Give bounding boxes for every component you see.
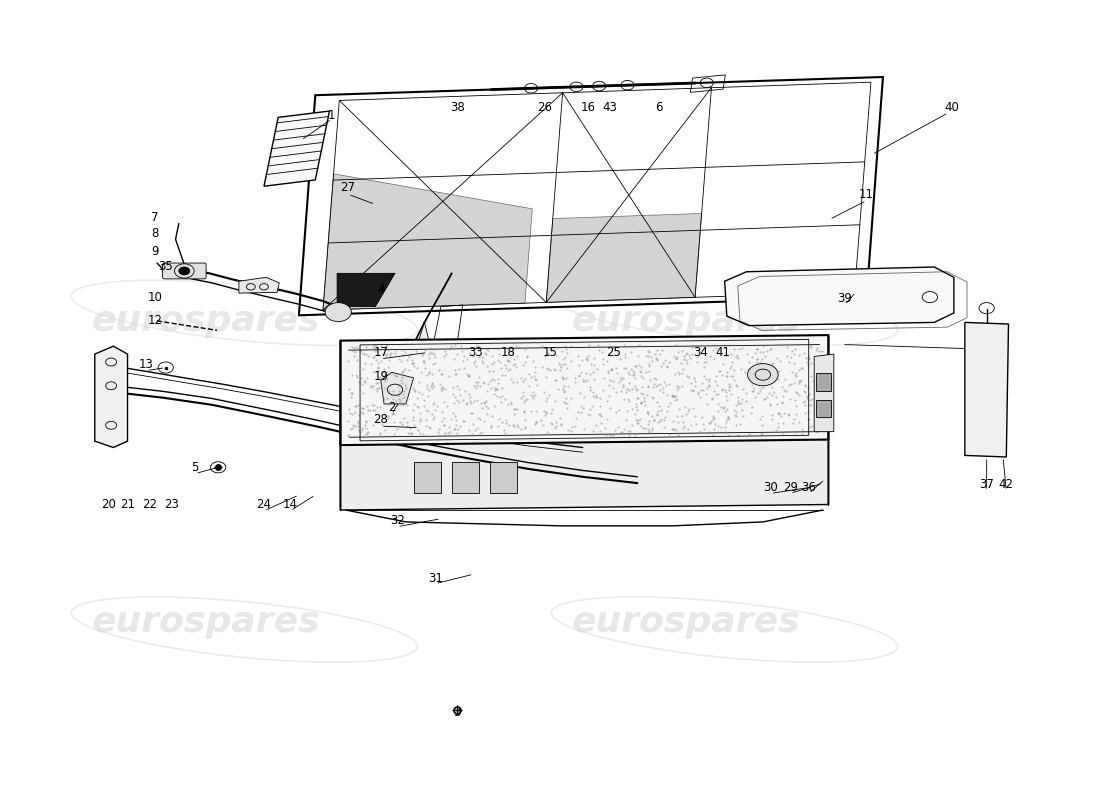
Text: 33: 33 (469, 346, 483, 359)
Text: 23: 23 (164, 498, 178, 511)
Polygon shape (239, 278, 279, 293)
Polygon shape (381, 372, 414, 404)
Text: 1: 1 (328, 109, 336, 122)
Text: 35: 35 (158, 261, 173, 274)
FancyBboxPatch shape (163, 263, 206, 279)
Text: 5: 5 (191, 461, 199, 474)
Bar (816, 400, 831, 418)
Text: 31: 31 (428, 572, 443, 585)
Polygon shape (410, 322, 436, 366)
Text: 21: 21 (120, 498, 135, 511)
Text: 4: 4 (377, 282, 385, 296)
Text: 14: 14 (283, 498, 298, 511)
Text: 39: 39 (837, 292, 852, 305)
Text: 41: 41 (715, 346, 730, 359)
Text: 40: 40 (944, 101, 959, 114)
Text: 43: 43 (603, 101, 617, 114)
Polygon shape (337, 274, 395, 306)
Text: 27: 27 (341, 182, 355, 194)
Text: 6: 6 (656, 101, 663, 114)
Text: eurospares: eurospares (572, 605, 801, 638)
Text: 12: 12 (147, 314, 163, 327)
Text: 36: 36 (801, 481, 816, 494)
Text: 42: 42 (999, 478, 1014, 491)
Text: 16: 16 (581, 101, 596, 114)
Circle shape (326, 302, 351, 322)
Text: 26: 26 (537, 101, 552, 114)
Text: 30: 30 (763, 481, 778, 494)
Text: 17: 17 (373, 346, 388, 359)
Text: 18: 18 (502, 346, 516, 359)
Circle shape (179, 267, 189, 275)
Text: eurospares: eurospares (91, 605, 320, 638)
Polygon shape (323, 174, 532, 310)
Text: 25: 25 (606, 346, 620, 359)
Text: 10: 10 (147, 290, 163, 303)
Text: 8: 8 (151, 227, 158, 240)
Polygon shape (340, 400, 828, 510)
Text: 3: 3 (453, 706, 461, 719)
Polygon shape (814, 354, 834, 432)
Text: 9: 9 (151, 245, 158, 258)
Text: 28: 28 (373, 414, 388, 426)
Bar (490, 462, 517, 494)
Text: 22: 22 (142, 498, 157, 511)
Text: 29: 29 (783, 481, 798, 494)
Text: 37: 37 (979, 478, 994, 491)
Bar (816, 373, 831, 390)
Text: 24: 24 (256, 498, 272, 511)
Text: eurospares: eurospares (572, 304, 801, 338)
Bar (414, 462, 441, 494)
Text: 34: 34 (693, 346, 708, 359)
Polygon shape (965, 322, 1009, 457)
Polygon shape (725, 267, 954, 326)
Polygon shape (95, 346, 128, 447)
Circle shape (748, 363, 778, 386)
Text: 11: 11 (859, 188, 874, 201)
Bar (452, 462, 478, 494)
Polygon shape (299, 77, 883, 315)
Polygon shape (264, 111, 330, 186)
Text: 15: 15 (542, 346, 558, 359)
Text: 32: 32 (389, 514, 405, 527)
Polygon shape (340, 335, 828, 445)
Text: eurospares: eurospares (91, 304, 320, 338)
Text: 2: 2 (388, 402, 396, 414)
Text: 38: 38 (450, 101, 464, 114)
Text: 19: 19 (373, 370, 388, 382)
Polygon shape (547, 214, 702, 302)
Text: 13: 13 (139, 358, 154, 371)
Text: 7: 7 (151, 211, 158, 225)
Text: 20: 20 (101, 498, 117, 511)
